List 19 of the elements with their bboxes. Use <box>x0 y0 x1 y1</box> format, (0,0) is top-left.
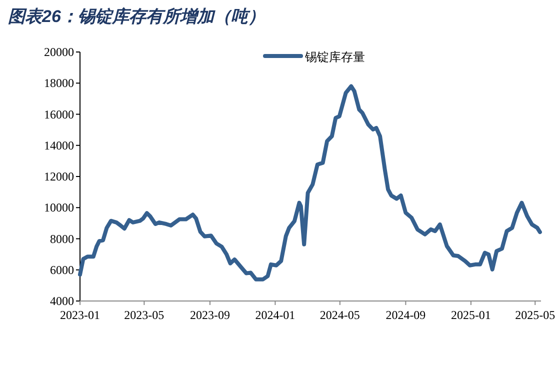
x-tick-label: 2025-05 <box>515 308 556 322</box>
x-tick-label: 2023-01 <box>60 308 100 322</box>
y-tick-label: 8000 <box>50 232 74 246</box>
x-tick-label: 2025-01 <box>450 308 491 322</box>
chart-title: 图表26：锡锭库存有所增加（吨） <box>8 7 265 26</box>
x-tick-label: 2024-05 <box>320 308 360 322</box>
y-tick-label: 12000 <box>44 170 74 184</box>
y-tick-label: 14000 <box>44 138 74 152</box>
x-tick-label: 2024-09 <box>386 308 426 322</box>
y-tick-label: 20000 <box>44 45 74 59</box>
y-tick-label: 6000 <box>50 262 74 277</box>
legend-label: 锡锭库存量 <box>304 50 365 64</box>
y-tick-label: 18000 <box>44 76 74 90</box>
x-tick-label: 2023-05 <box>124 308 164 322</box>
x-tick-label: 2024-01 <box>255 308 296 322</box>
y-tick-label: 4000 <box>50 294 74 308</box>
y-tick-label: 16000 <box>44 107 74 122</box>
x-tick-label: 2023-09 <box>190 308 230 322</box>
y-tick-label: 10000 <box>44 200 74 215</box>
